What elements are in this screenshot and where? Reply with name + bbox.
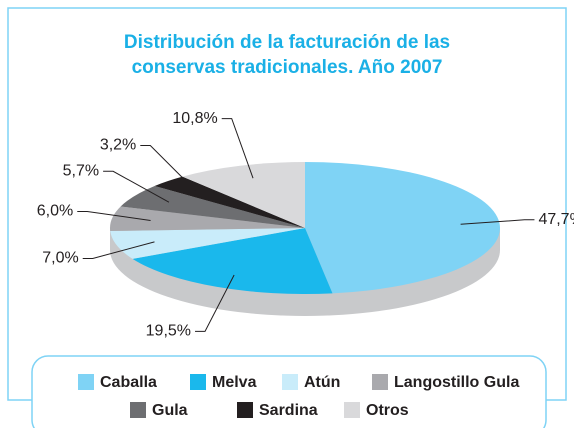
leader-line bbox=[140, 145, 196, 191]
data-label: 3,2% bbox=[100, 137, 136, 154]
legend-swatch bbox=[78, 374, 94, 390]
pie-slice bbox=[110, 228, 305, 259]
pie-slice bbox=[305, 162, 500, 294]
legend-box bbox=[31, 355, 547, 428]
pie-slice bbox=[154, 176, 305, 228]
legend-label: Sardina bbox=[259, 402, 318, 419]
data-label: 5,7% bbox=[63, 162, 99, 179]
legend-swatch bbox=[372, 374, 388, 390]
leader-line bbox=[195, 274, 235, 332]
data-label: 10,8% bbox=[172, 110, 217, 127]
legend-swatch bbox=[344, 402, 360, 418]
pie-slice bbox=[120, 185, 305, 228]
legend-label: Caballa bbox=[100, 374, 157, 391]
legend-label: Atún bbox=[304, 374, 340, 391]
leader-line bbox=[221, 118, 254, 179]
legend-swatch bbox=[130, 402, 146, 418]
legend-label: Otros bbox=[366, 402, 409, 419]
legend-swatch bbox=[190, 374, 206, 390]
leader-line bbox=[460, 219, 535, 225]
leader-line bbox=[77, 210, 151, 221]
pie-slice bbox=[110, 206, 305, 232]
data-label: 47,7% bbox=[538, 211, 574, 228]
data-label: 19,5% bbox=[146, 323, 191, 340]
data-label: 6,0% bbox=[37, 203, 73, 220]
pie-slice bbox=[132, 228, 333, 294]
leader-line bbox=[103, 170, 170, 203]
legend-swatch bbox=[282, 374, 298, 390]
legend-label: Gula bbox=[152, 402, 188, 419]
legend-label: Melva bbox=[212, 374, 257, 391]
leader-line bbox=[82, 241, 155, 259]
legend-label: Langostillo Gula bbox=[394, 374, 519, 391]
legend-swatch bbox=[237, 402, 253, 418]
chart-title: Distribución de la facturación de las co… bbox=[123, 32, 451, 78]
data-label: 7,0% bbox=[42, 250, 78, 267]
pie-slice bbox=[182, 162, 305, 228]
